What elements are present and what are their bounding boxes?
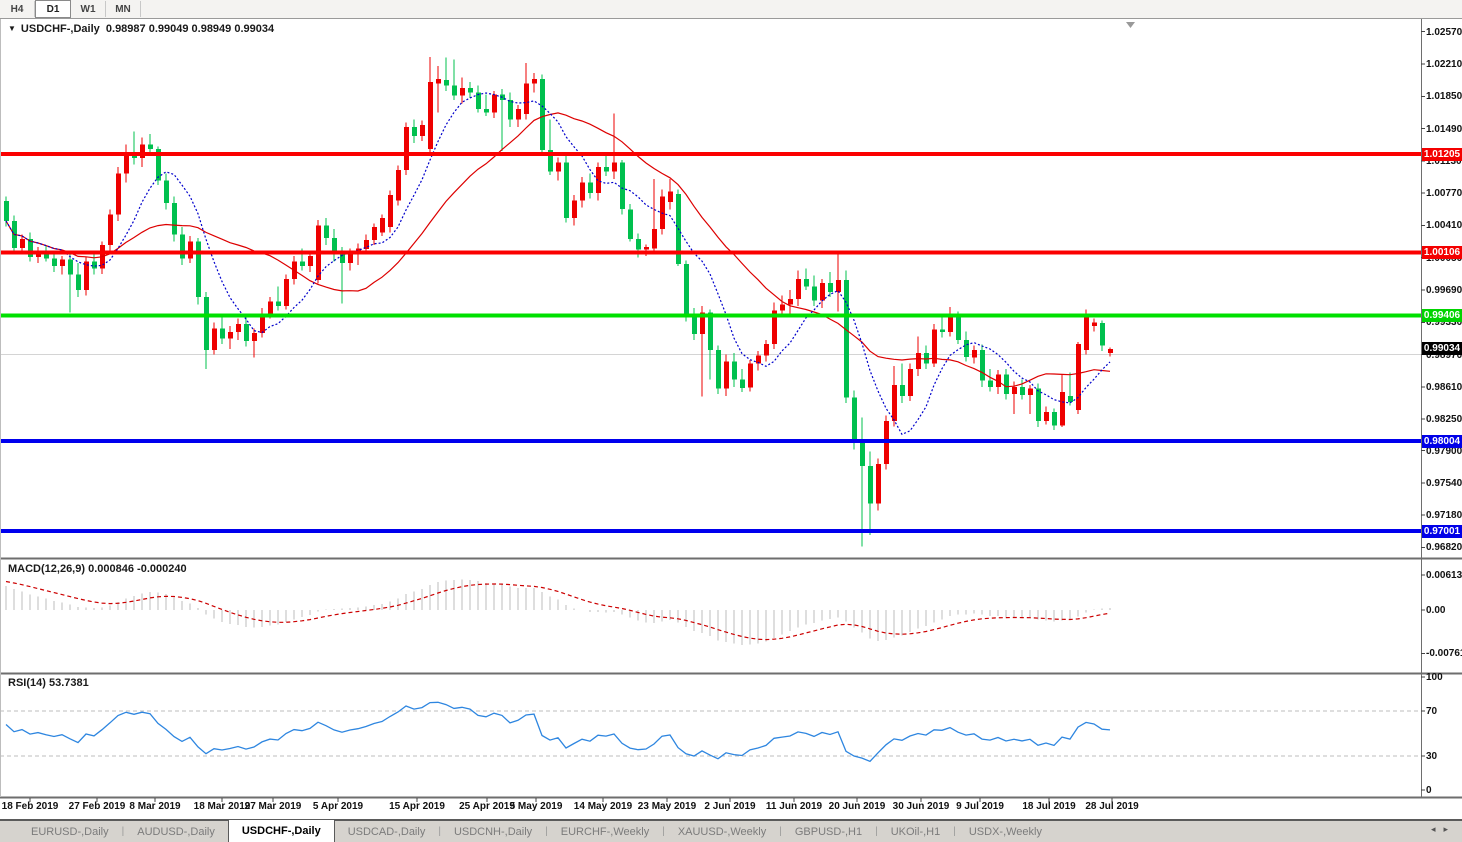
- price-axis-label: 1.01130: [1426, 155, 1462, 167]
- price-axis-label: 1.00770: [1426, 188, 1462, 200]
- date-axis-label: 27 Feb 2019: [68, 801, 126, 812]
- macd-main-value: 0.000846: [88, 563, 134, 575]
- date-axis-label: 5 Apr 2019: [312, 801, 364, 812]
- rsi-header: RSI(14) 53.7381: [8, 677, 89, 689]
- symbol-tab-gbpusdh1[interactable]: GBPUSD-,H1: [794, 825, 863, 838]
- symbol-tab-audusddaily[interactable]: AUDUSD-,Daily: [137, 825, 215, 838]
- tab-scroll-left-icon[interactable]: ◂: [1430, 824, 1444, 834]
- symbol-label: USDCHF-,Daily: [20, 23, 100, 35]
- symbol-tab-usdcaddaily[interactable]: USDCAD-,Daily: [347, 825, 426, 838]
- date-axis-label: 18 Jul 2019: [1022, 801, 1076, 812]
- date-axis-label: 2 Jun 2019: [704, 801, 756, 812]
- price-badge-100106: 1.00106: [1422, 246, 1462, 260]
- tab-separator: |: [662, 826, 665, 837]
- chart-tab-bar: EURUSD-,Daily | AUDUSD-,Daily USDCHF-,Daily…: [0, 819, 1462, 842]
- rsi-axis-label: 30: [1426, 751, 1438, 763]
- date-axis-label: 15 Apr 2019: [389, 801, 445, 812]
- date-axis-label: 20 Jun 2019: [828, 801, 886, 812]
- rsi-label: RSI(14): [8, 677, 46, 689]
- rsi-axis-label: 0: [1426, 785, 1432, 796]
- symbol-tab-eurchfweekly[interactable]: EURCHF-,Weekly: [560, 825, 650, 838]
- date-axis-label: 9 Jul 2019: [956, 801, 1004, 812]
- price-badge-098004: 0.98004: [1422, 434, 1462, 448]
- price-axis-label: 1.01850: [1426, 91, 1462, 103]
- timeframe-button-mn[interactable]: MN: [106, 1, 141, 17]
- tab-separator: |: [953, 826, 956, 837]
- rsi-value: 53.7381: [48, 677, 89, 689]
- macd-label: MACD(12,26,9): [8, 563, 86, 575]
- date-axis-label: 30 Jun 2019: [892, 801, 950, 812]
- date-axis-label: 28 Jul 2019: [1085, 801, 1139, 812]
- macd-header: MACD(12,26,9) 0.000846 -0.000240: [8, 563, 187, 575]
- tab-separator: |: [779, 826, 782, 837]
- price-axis-label: 1.00410: [1426, 220, 1462, 232]
- price-badge-099034: 0.99034: [1422, 342, 1462, 356]
- date-axis-label: 18 Mar 2019: [193, 801, 251, 812]
- chart-title: ▼ USDCHF-,Daily 0.98987 0.99049 0.98949 0…: [8, 23, 274, 35]
- timeframe-button-h4[interactable]: H4: [0, 1, 35, 17]
- date-axis-label: 11 Jun 2019: [765, 801, 823, 812]
- price-axis-label: 0.99330: [1426, 317, 1462, 329]
- symbol-tab-eurusddaily[interactable]: EURUSD-,Daily: [31, 825, 109, 838]
- price-axis-label: 0.97180: [1426, 510, 1462, 522]
- date-axis-label: 18 Feb 2019: [1, 801, 59, 812]
- chart-dropdown-icon[interactable]: ▼: [8, 24, 16, 33]
- date-axis-label: 8 Mar 2019: [129, 801, 181, 812]
- symbol-tab-ukoilh1[interactable]: UKOil-,H1: [890, 825, 941, 838]
- date-axis-label: 25 Apr 2019: [459, 801, 515, 812]
- price-axis-label: 1.01490: [1426, 123, 1462, 135]
- timeframe-button-w1[interactable]: W1: [71, 1, 106, 17]
- ohlc-values: 0.98987 0.99049 0.98949 0.99034: [105, 23, 275, 35]
- tab-separator: |: [875, 826, 878, 837]
- price-axis-label: 0.96820: [1426, 542, 1462, 554]
- date-axis-label: 27 Mar 2019: [244, 801, 302, 812]
- macd-axis-label: 0.00613: [1426, 569, 1462, 581]
- tab-scroll-arrows[interactable]: ◂▸: [1431, 824, 1456, 835]
- macd-signal-value: -0.000240: [137, 563, 187, 575]
- price-badge-101205: 1.01205: [1422, 147, 1462, 161]
- date-axis-label: 5 May 2019: [509, 801, 563, 812]
- tab-separator: |: [438, 826, 441, 837]
- date-axis-label: 14 May 2019: [573, 801, 633, 812]
- price-axis-label: 1.02210: [1426, 58, 1462, 70]
- symbol-tab-usdcnhdaily[interactable]: USDCNH-,Daily: [453, 825, 533, 838]
- rsi-axis-label: 100: [1426, 672, 1443, 683]
- timeframe-toolbar: H4 D1 W1 MN: [0, 0, 1462, 19]
- price-badge-097001: 0.97001: [1422, 524, 1462, 538]
- price-axis-label: 0.99690: [1426, 284, 1462, 296]
- macd-axis-label: 0.00: [1426, 605, 1446, 616]
- macd-axis-label: -0.007612: [1426, 648, 1462, 660]
- price-axis-label: 0.98250: [1426, 414, 1462, 426]
- price-axis-label: 1.02570: [1426, 26, 1462, 38]
- timeframe-button-d1[interactable]: D1: [35, 0, 71, 18]
- rsi-axis-label: 70: [1426, 705, 1438, 717]
- tab-scroll-right-icon[interactable]: ▸: [1443, 824, 1456, 834]
- price-axis-label: 0.97540: [1426, 477, 1462, 489]
- symbol-tab-usdxweekly[interactable]: USDX-,Weekly: [968, 825, 1042, 838]
- symbol-tab-usdchfdaily[interactable]: USDCHF-,Daily: [227, 820, 335, 842]
- tab-separator: |: [121, 826, 125, 837]
- symbol-tab-xauusdweekly[interactable]: XAUUSD-,Weekly: [677, 825, 767, 838]
- price-badge-099406: 0.99406: [1422, 308, 1462, 322]
- tab-separator: |: [545, 826, 548, 837]
- date-axis-label: 23 May 2019: [637, 801, 697, 812]
- price-axis-label: 0.98610: [1426, 381, 1462, 393]
- price-axis-label: 0.97900: [1426, 445, 1462, 457]
